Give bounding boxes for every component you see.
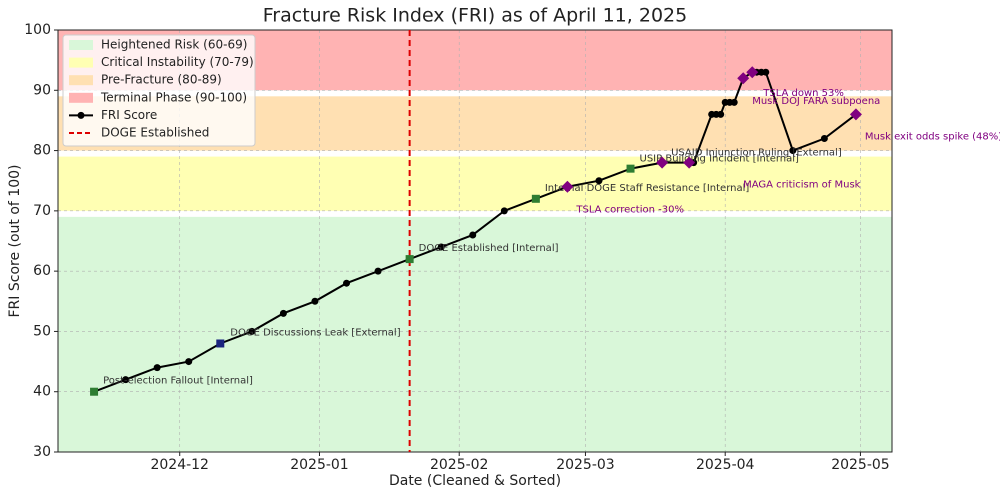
event-marker	[683, 156, 696, 169]
event-marker	[737, 72, 750, 85]
legend-label: DOGE Established	[101, 126, 209, 140]
data-point	[437, 243, 445, 251]
legend-label: FRI Score	[101, 108, 157, 122]
data-point	[730, 98, 738, 106]
annotation: Musk DOJ FARA subpoena	[752, 96, 880, 107]
legend-swatch	[69, 57, 93, 68]
legend-label: Critical Instability (70-79)	[101, 55, 254, 69]
x-tick-label: 2025-02	[430, 457, 489, 473]
legend-swatch	[69, 40, 93, 50]
legend-swatch	[69, 92, 93, 103]
event-marker	[216, 339, 225, 348]
event-marker	[626, 164, 635, 173]
y-tick-label: 90	[33, 82, 51, 98]
data-point	[153, 364, 161, 372]
data-point	[595, 177, 603, 185]
plot-frame	[57, 29, 893, 453]
legend-swatch	[77, 111, 85, 119]
data-point	[185, 358, 193, 366]
x-tick-label: 2025-04	[696, 457, 755, 473]
data-point	[122, 376, 130, 384]
annotation: DOGE Discussions Leak [External]	[230, 327, 400, 338]
event-marker	[561, 180, 574, 193]
legend-swatch	[69, 75, 93, 86]
annotation: MAGA criticism of Musk	[743, 180, 861, 191]
data-point	[279, 309, 287, 317]
event-marker	[656, 156, 669, 169]
data-point	[248, 327, 256, 335]
annotation: DOGE Established [Internal]	[419, 243, 559, 254]
annotation: USAID Injunction Ruling [External]	[671, 148, 842, 159]
legend-label: Pre-Fracture (80-89)	[101, 73, 222, 87]
y-tick-label: 30	[33, 444, 51, 460]
annotation: TSLA correction -30%	[575, 205, 684, 216]
legend-label: Terminal Phase (90-100)	[100, 90, 247, 104]
data-point	[762, 68, 770, 76]
x-axis-label: Date (Cleaned & Sorted)	[389, 473, 561, 489]
annotation: TSLA down 53%	[762, 88, 844, 99]
event-marker	[405, 255, 414, 264]
x-tick-label: 2024-12	[150, 457, 209, 473]
risk-band	[58, 156, 892, 211]
y-tick-label: 50	[33, 323, 51, 339]
y-tick-label: 100	[24, 22, 51, 38]
y-axis-label: FRI Score (out of 100)	[7, 165, 23, 318]
event-marker	[849, 108, 862, 121]
annotation: Internal DOGE Staff Resistance [Internal…	[545, 183, 750, 194]
x-tick-label: 2025-01	[290, 457, 349, 473]
data-point	[374, 267, 382, 275]
data-point	[789, 147, 797, 155]
data-point	[820, 135, 828, 143]
annotation: Musk exit odds spike (48%)	[865, 131, 1000, 142]
legend-label: Heightened Risk (60-69)	[101, 38, 247, 52]
legend: Heightened Risk (60-69) Critical Instabil…	[62, 34, 256, 147]
y-tick-label: 40	[33, 384, 51, 400]
data-point	[343, 279, 351, 287]
chart-title: Fracture Risk Index (FRI) as of April 11…	[263, 5, 687, 27]
event-marker	[90, 387, 99, 396]
x-tick-label: 2025-05	[831, 457, 890, 473]
data-point	[500, 207, 508, 215]
annotation: USIP Building Incident [Internal]	[640, 154, 800, 165]
data-point	[717, 110, 725, 118]
event-marker	[746, 66, 759, 79]
y-tick-label: 80	[33, 143, 51, 159]
data-point	[311, 297, 319, 305]
event-marker	[531, 194, 540, 203]
legend-box	[62, 34, 256, 147]
y-tick-label: 60	[33, 263, 51, 279]
risk-band	[58, 216, 892, 452]
annotation: Post-election Fallout [Internal]	[103, 376, 253, 387]
data-point	[469, 231, 477, 239]
x-tick-label: 2025-03	[556, 457, 615, 473]
y-tick-label: 70	[33, 203, 51, 219]
